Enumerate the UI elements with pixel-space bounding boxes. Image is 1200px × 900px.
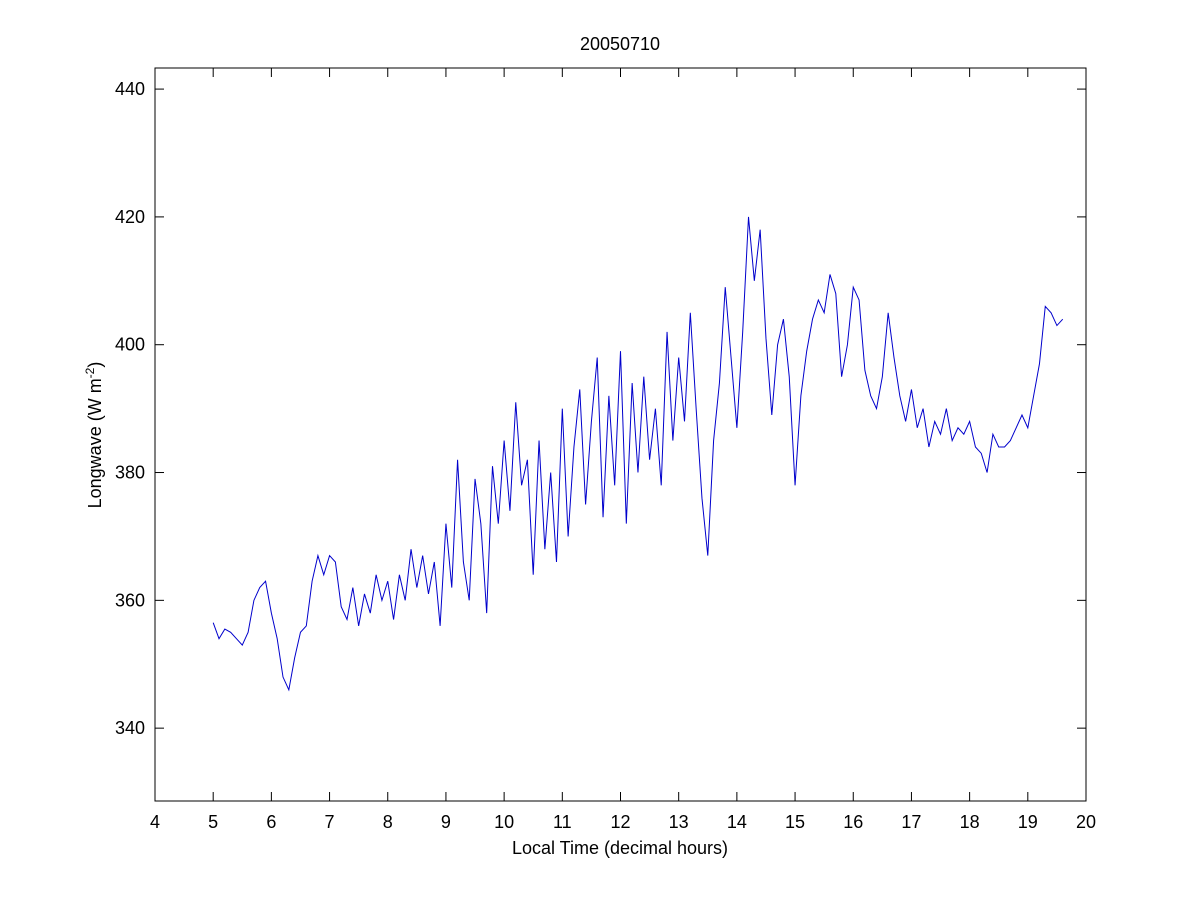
x-tick-label: 5 [208,812,218,832]
x-tick-label: 14 [727,812,747,832]
y-tick-label: 400 [115,335,145,355]
y-label-suffix: ) [85,362,105,368]
x-tick-label: 17 [901,812,921,832]
y-axis-label: Longwave (W m-2) [83,362,105,509]
x-tick-label: 8 [383,812,393,832]
y-tick-label: 420 [115,207,145,227]
x-tick-label: 6 [266,812,276,832]
x-tick-label: 18 [960,812,980,832]
x-tick-label: 9 [441,812,451,832]
y-label-text: Longwave (W m [85,378,105,508]
x-tick-label: 16 [843,812,863,832]
x-tick-label: 13 [669,812,689,832]
x-tick-label: 12 [610,812,630,832]
x-tick-label: 7 [325,812,335,832]
y-tick-label: 360 [115,590,145,610]
y-label-sup: -2 [83,367,97,378]
x-tick-label: 15 [785,812,805,832]
x-tick-label: 4 [150,812,160,832]
y-tick-label: 380 [115,463,145,483]
x-tick-label: 10 [494,812,514,832]
chart-title: 20050710 [580,34,660,54]
x-tick-label: 11 [553,812,572,832]
x-tick-label: 19 [1018,812,1038,832]
data-line [212,216,1064,692]
y-tick-label: 340 [115,718,145,738]
x-axis-label: Local Time (decimal hours) [512,838,728,858]
y-tick-label: 440 [115,79,145,99]
plot-box [154,67,1087,802]
x-tick-label: 20 [1076,812,1096,832]
